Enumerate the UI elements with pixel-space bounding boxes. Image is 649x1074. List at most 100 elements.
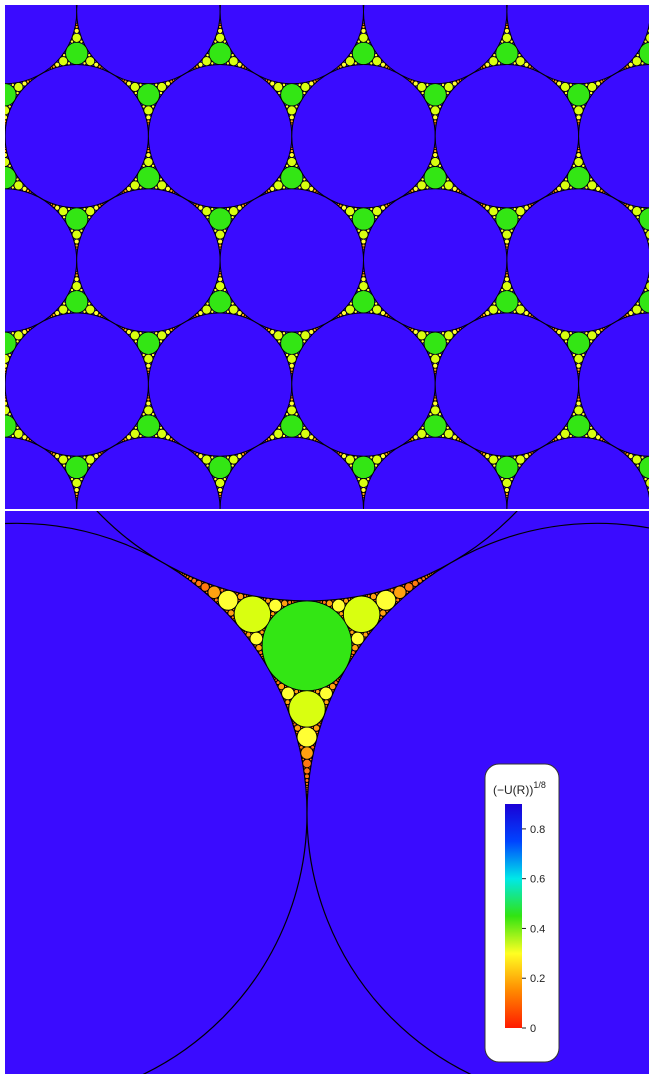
gasket-circle <box>640 61 645 66</box>
gasket-circle <box>283 698 287 702</box>
gasket-circle <box>70 228 74 233</box>
gasket-circle <box>70 477 74 482</box>
gasket-circle <box>197 61 204 68</box>
gasket-circle <box>300 330 311 341</box>
gasket-circle <box>286 599 289 602</box>
gasket-circle <box>410 581 413 584</box>
gasket-circle <box>208 41 232 65</box>
gasket-circle <box>266 328 271 332</box>
gasket-circle <box>0 602 2 605</box>
gasket-circle <box>517 53 522 58</box>
gasket-circle <box>595 80 601 87</box>
gasket-circle <box>441 185 445 190</box>
gasket-circle <box>500 477 505 482</box>
gasket-circle <box>297 82 302 87</box>
gasket-circle <box>223 588 227 592</box>
gasket-circle <box>560 82 570 92</box>
gasket-circle <box>100 66 104 70</box>
gasket-circle <box>28 78 32 82</box>
gasket-circle <box>428 163 433 168</box>
gasket-circle <box>523 204 530 211</box>
gasket-circle <box>5 83 17 107</box>
gasket-circle <box>305 792 309 795</box>
gasket-circle <box>26 188 30 193</box>
gasket-circle <box>571 353 576 357</box>
gasket-circle <box>451 329 458 335</box>
gasket-circle <box>337 611 340 614</box>
gasket-circle <box>360 238 367 245</box>
boundary-circle <box>306 522 649 1074</box>
gasket-circle <box>5 414 17 438</box>
gasket-circle <box>412 585 416 589</box>
gasket-circle <box>62 215 67 220</box>
gasket-circle <box>517 215 522 220</box>
gasket-circle <box>282 331 286 336</box>
gasket-circle <box>366 39 371 44</box>
gasket-circle <box>434 570 437 573</box>
gasket-circle <box>387 588 391 592</box>
gasket-circle <box>571 412 576 417</box>
gasket-circle <box>556 186 562 192</box>
gasket-circle <box>492 215 497 220</box>
gasket-circle <box>625 452 630 457</box>
gasket-circle <box>441 82 445 87</box>
colorbar-title-base: (−U(R)) <box>493 783 533 797</box>
gasket-circle <box>241 452 245 457</box>
gasket-circle <box>169 328 174 332</box>
gasket-circle <box>433 119 438 124</box>
gasket-circle <box>523 61 530 68</box>
gasket-circle <box>51 313 56 317</box>
gasket-circle <box>138 331 143 336</box>
gasket-circle <box>353 61 358 66</box>
gasket-circle <box>281 605 284 609</box>
gasket-circle <box>575 362 582 369</box>
gasket-circle <box>369 630 372 633</box>
gasket-circle <box>423 83 447 107</box>
gasket-circle <box>26 79 30 84</box>
gasket-circle <box>581 104 586 109</box>
gasket-circle <box>428 412 433 417</box>
gasket-circle <box>151 104 156 109</box>
gasket-circle <box>205 590 209 594</box>
gasket-circle <box>138 185 143 190</box>
gasket-circle <box>5 331 17 355</box>
gasket-circle <box>631 304 642 315</box>
gasket-circle <box>345 454 355 465</box>
gasket-circle <box>73 238 80 245</box>
gasket-circle <box>299 748 302 752</box>
gasket-circle <box>121 327 125 331</box>
gasket-circle <box>85 454 96 465</box>
gasket-circle <box>443 428 454 439</box>
gasket-circle <box>492 463 497 468</box>
gasket-circle <box>5 400 8 407</box>
gasket-circle <box>141 412 146 417</box>
gasket-circle <box>341 310 347 316</box>
panel-separator <box>0 509 649 511</box>
gasket-circle <box>568 185 573 190</box>
gasket-circle <box>62 53 67 58</box>
gasket-circle <box>121 190 125 194</box>
gasket-circle <box>217 276 223 283</box>
gasket-circle <box>205 215 210 220</box>
lattice-circle <box>5 376 6 394</box>
gasket-circle <box>599 328 604 332</box>
gasket-circle <box>575 152 582 158</box>
gasket-circle <box>356 288 361 292</box>
gasket-circle <box>226 207 230 211</box>
gasket-circle <box>0 413 2 416</box>
gasket-circle <box>395 601 398 604</box>
gasket-circle <box>366 477 371 482</box>
gasket-circle <box>635 301 640 306</box>
gasket-circle <box>226 61 230 66</box>
gasket-circle <box>420 91 425 95</box>
gasket-circle <box>437 412 442 417</box>
gasket-circle <box>76 0 78 1</box>
gasket-circle <box>97 203 102 208</box>
gasket-circle <box>584 331 589 336</box>
gasket-circle <box>527 313 532 317</box>
gasket-circle <box>54 61 60 68</box>
gasket-circle <box>266 79 271 84</box>
gasket-circle <box>627 204 634 211</box>
gasket-circle <box>269 80 276 87</box>
gasket-circle <box>595 186 601 192</box>
